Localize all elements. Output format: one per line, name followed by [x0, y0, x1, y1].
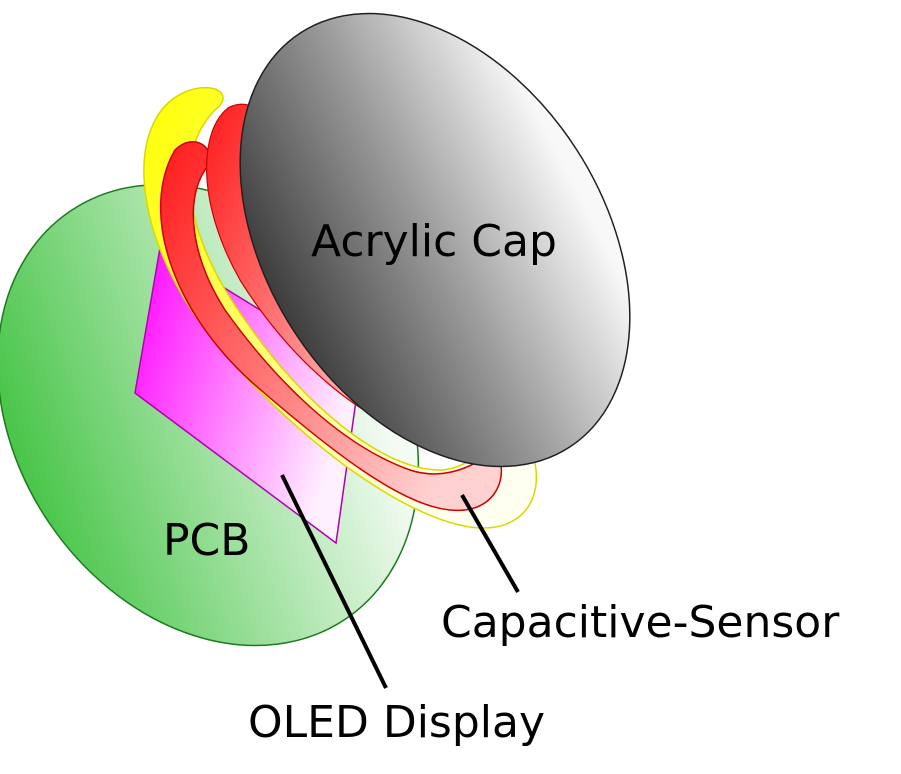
acrylic-cap-label: Acrylic Cap: [311, 216, 557, 267]
capacitive-sensor-label: Capacitive-Sensor: [441, 597, 840, 648]
pcb-label: PCB: [163, 515, 250, 566]
oled-display-label: OLED Display: [248, 697, 545, 748]
oled-leader-line: [280, 474, 388, 689]
acrylic-cap-disc: [239, 12, 631, 468]
sensor-leader-line: [460, 494, 520, 593]
